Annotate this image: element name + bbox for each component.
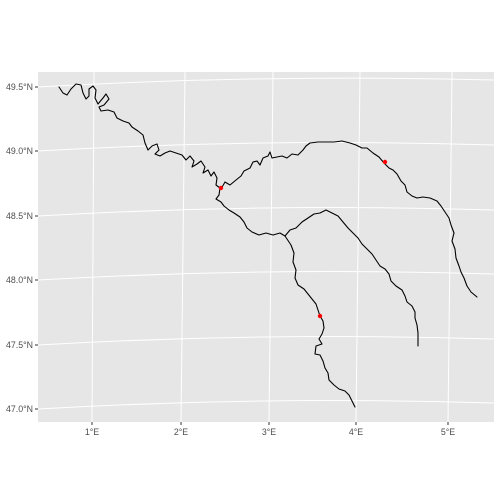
sample-point (317, 313, 323, 319)
meridian-3E (268, 71, 274, 423)
river-marne (220, 140, 478, 298)
y-tick-label: 49.0°N (6, 146, 33, 156)
x-tick-label: 4°E (349, 427, 363, 437)
river-seine-lower (58, 83, 286, 237)
x-tick-label: 3°E (262, 427, 276, 437)
sample-point (218, 185, 224, 191)
river-seine-upper (284, 209, 419, 347)
y-axis: 49.5°N 49.0°N 48.5°N 48.0°N 47.5°N 47.0°… (6, 82, 38, 414)
parallel-47.0N (37, 400, 495, 410)
meridian-4E (355, 71, 361, 423)
x-axis: 1°E 2°E 3°E 4°E 5°E (85, 422, 455, 437)
river-yonne (284, 235, 356, 408)
parallel-48.5N (37, 207, 495, 217)
graticule (37, 71, 495, 423)
meridian-2E (180, 71, 186, 423)
sample-point (382, 159, 388, 165)
y-tick-label: 48.5°N (6, 211, 33, 221)
rivers (58, 83, 478, 408)
sample-points (218, 159, 388, 319)
x-tick-label: 5°E (441, 427, 455, 437)
parallel-49.5N (37, 77, 495, 88)
y-tick-label: 48.0°N (6, 275, 33, 285)
meridian-5E (447, 71, 453, 423)
meridian-1E (91, 71, 95, 423)
y-tick-label: 49.5°N (6, 82, 33, 92)
map-panel (38, 72, 494, 422)
x-tick-label: 1°E (85, 427, 99, 437)
x-tick-label: 2°E (174, 427, 188, 437)
y-tick-label: 47.5°N (6, 340, 33, 350)
parallel-48.0N (37, 271, 495, 281)
parallel-49.0N (37, 142, 495, 152)
parallel-47.5N (37, 336, 495, 346)
y-tick-label: 47.0°N (6, 404, 33, 414)
